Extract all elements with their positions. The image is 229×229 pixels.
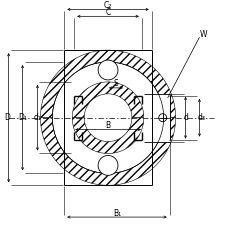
Bar [143, 118, 169, 139]
Text: C₂: C₂ [104, 1, 112, 10]
Polygon shape [72, 118, 143, 153]
Polygon shape [40, 50, 175, 118]
Text: B: B [105, 121, 110, 130]
Text: C: C [105, 8, 110, 17]
Text: d₃: d₃ [197, 113, 204, 122]
Text: S: S [113, 79, 118, 88]
Bar [143, 96, 169, 118]
Text: B₁: B₁ [112, 209, 120, 218]
Text: W: W [199, 30, 206, 39]
Text: D₁: D₁ [18, 113, 27, 122]
Text: d₁: d₁ [33, 113, 41, 122]
Circle shape [98, 155, 117, 175]
Polygon shape [40, 118, 175, 185]
Polygon shape [72, 82, 143, 118]
Text: D: D [5, 113, 11, 122]
Bar [143, 94, 169, 142]
Circle shape [98, 60, 117, 80]
Text: d: d [183, 113, 188, 122]
